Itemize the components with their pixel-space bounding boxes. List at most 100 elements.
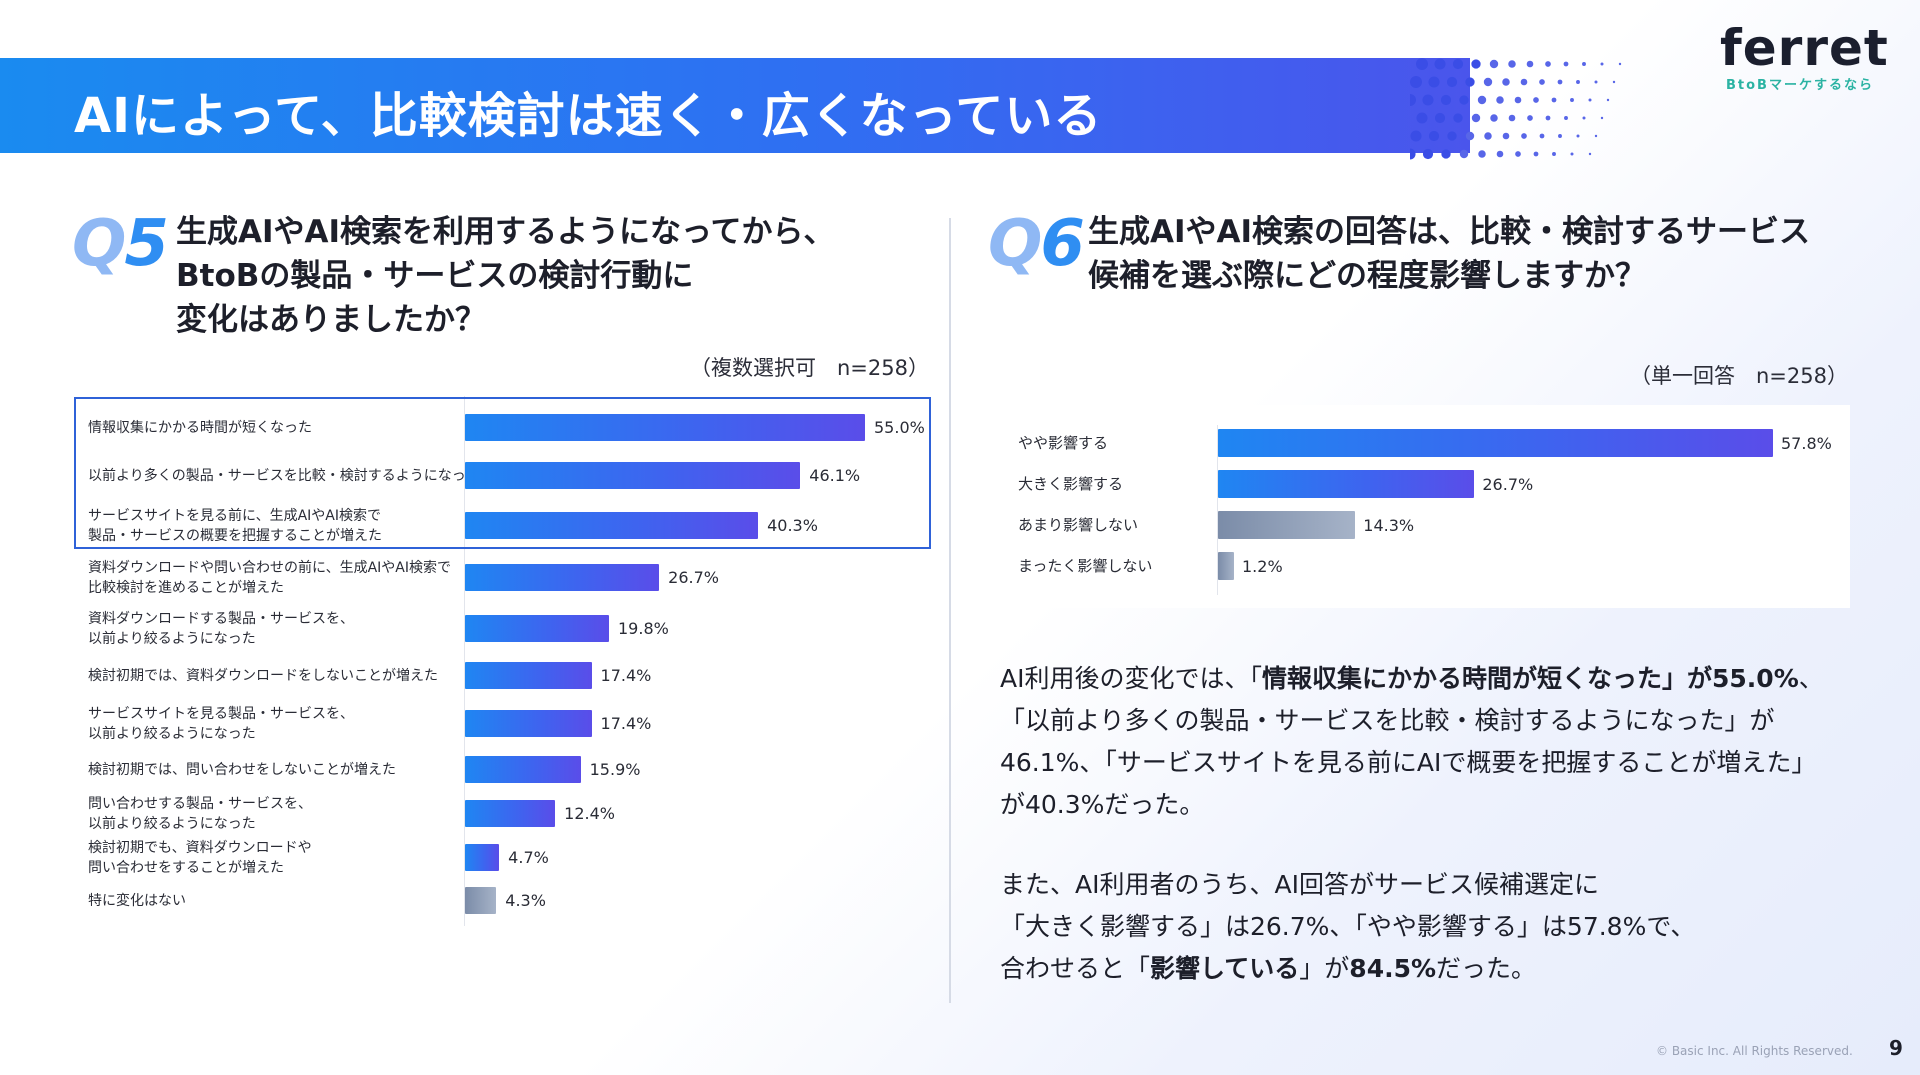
pattern-dot bbox=[1600, 116, 1604, 120]
logo-wordmark: ferret bbox=[1720, 19, 1889, 77]
q6-category-label: やや影響する bbox=[1018, 434, 1109, 452]
q5-category-label: サービスサイトを見る製品・サービスを、 以前より絞るようになった bbox=[88, 704, 354, 744]
pattern-dot bbox=[1465, 131, 1475, 141]
pattern-dot bbox=[1551, 97, 1557, 103]
pattern-dot bbox=[1459, 95, 1469, 105]
pattern-dot bbox=[1594, 134, 1598, 138]
q5-category-label: 検討初期では、問い合わせをしないことが増えた bbox=[88, 760, 396, 780]
pattern-dot bbox=[1606, 98, 1610, 102]
q5-category-label-line: 以前より多くの製品・サービスを比較・検討するようになった bbox=[88, 467, 480, 484]
summary-emphasis: 影響している bbox=[1150, 954, 1300, 983]
q5-chart-axis bbox=[464, 396, 465, 926]
summary-text-span: だった。 bbox=[1436, 954, 1537, 983]
summary-line: AI利用後の変化では、「情報収集にかかる時間が短くなった」が55.0%、 bbox=[1000, 658, 1880, 700]
q5-value-label: 55.0% bbox=[874, 418, 925, 437]
pattern-dot bbox=[1570, 98, 1574, 102]
pattern-dot bbox=[1410, 130, 1422, 142]
pattern-dot bbox=[1452, 58, 1464, 70]
pattern-dot bbox=[1582, 116, 1586, 120]
q5-bar bbox=[465, 756, 581, 783]
pattern-dot bbox=[1508, 114, 1516, 122]
q5-value-label: 46.1% bbox=[809, 466, 861, 485]
logo-tagline: BtoBマーケするなら bbox=[1726, 78, 1874, 93]
pattern-dot bbox=[1446, 76, 1458, 88]
pattern-dot bbox=[1545, 115, 1551, 121]
pattern-dot bbox=[1539, 79, 1545, 85]
pattern-dot bbox=[1539, 133, 1545, 139]
q5-category-label: サービスサイトを見る前に、生成AIやAI検索で 製品・サービスの概要を把握すること… bbox=[88, 506, 382, 546]
q6-category-label: 大きく影響する bbox=[1018, 475, 1124, 493]
q5-question-line: 生成AIやAI検索を利用するようになってから、 bbox=[176, 214, 835, 250]
summary-paragraph-1: AI利用後の変化では、「情報収集にかかる時間が短くなった」が55.0%、 「以前… bbox=[1000, 658, 1880, 826]
pattern-dot bbox=[1422, 94, 1434, 106]
q5-bar bbox=[465, 414, 865, 441]
q5-value-label: 15.9% bbox=[589, 760, 641, 779]
dot-pattern-decoration bbox=[1410, 58, 1622, 160]
q5-category-label: 検討初期でも、資料ダウンロードや 問い合わせをすることが増えた bbox=[88, 838, 312, 878]
q5-highlight-box bbox=[74, 397, 931, 549]
q5-category-label-line: 比較検討を進めることが増えた bbox=[88, 579, 284, 596]
pattern-dot bbox=[1459, 149, 1469, 159]
q5-bar-chart: 情報収集にかかる時間が短くなった 55.0% 以前より多くの製品・サービスを比較・検… bbox=[74, 396, 934, 936]
pattern-dot bbox=[1533, 151, 1539, 157]
q5-category-label-line: 特に変化はない bbox=[88, 892, 186, 909]
q6-bar bbox=[1218, 511, 1356, 539]
pattern-dot bbox=[1533, 97, 1539, 103]
q5-bar bbox=[465, 512, 759, 539]
pattern-dot bbox=[1484, 132, 1492, 140]
q5-value-label: 17.4% bbox=[600, 666, 652, 685]
q5-category-label: 検討初期では、資料ダウンロードをしないことが増えた bbox=[88, 666, 438, 686]
pattern-dot bbox=[1453, 113, 1463, 123]
pattern-dot bbox=[1563, 61, 1569, 67]
page-title: AIによって、比較検討は速く・広くなっている bbox=[74, 88, 1103, 144]
q5-bar bbox=[465, 615, 609, 642]
q5-category-label-line: 製品・サービスの概要を把握することが増えた bbox=[88, 527, 382, 544]
q5-value-label: 19.8% bbox=[618, 619, 669, 638]
q6-value-label: 26.7% bbox=[1482, 475, 1534, 494]
pattern-dot bbox=[1471, 59, 1481, 69]
q5-value-label: 4.3% bbox=[505, 891, 546, 910]
q6-question-line: 生成AIやAI検索の回答は、比較・検討するサービス bbox=[1088, 214, 1811, 250]
pattern-dot bbox=[1526, 60, 1534, 68]
q5-question-line: BtoBの製品・サービスの検討行動に bbox=[176, 258, 694, 294]
pattern-dot bbox=[1478, 150, 1486, 158]
q5-category-label-line: 問い合わせする製品・サービスを、 bbox=[88, 795, 312, 812]
pattern-dot bbox=[1515, 151, 1521, 157]
pattern-dot bbox=[1496, 150, 1504, 158]
pattern-dot bbox=[1502, 132, 1510, 140]
pattern-dot bbox=[1570, 152, 1574, 156]
q5-number-prefix: Q bbox=[72, 207, 126, 281]
q6-number-digit: 6 bbox=[1040, 207, 1085, 281]
pattern-dot bbox=[1416, 58, 1428, 70]
q5-category-label-line: サービスサイトを見る製品・サービスを、 bbox=[88, 705, 354, 722]
pattern-dot bbox=[1465, 77, 1475, 87]
q5-bar bbox=[465, 462, 801, 489]
pattern-dot bbox=[1483, 77, 1493, 87]
summary-emphasis: 55.0% bbox=[1712, 664, 1799, 693]
summary-text-span: AI利用後の変化では、「 bbox=[1000, 664, 1262, 693]
pattern-dot bbox=[1527, 115, 1533, 121]
pattern-dot bbox=[1428, 130, 1440, 142]
pattern-dot bbox=[1521, 133, 1527, 139]
ferret-logo: ferret BtoBマーケするなら bbox=[1720, 18, 1895, 98]
pattern-dot bbox=[1612, 80, 1616, 84]
summary-text-span: 」が bbox=[1299, 954, 1350, 983]
q6-category-label: あまり影響しない bbox=[1018, 516, 1139, 534]
pattern-dot bbox=[1520, 78, 1528, 86]
summary-text-span: 、 bbox=[1798, 664, 1824, 693]
q5-number: Q5 bbox=[72, 212, 169, 276]
q5-category-label-line: 以前より絞るようになった bbox=[88, 725, 256, 742]
pattern-dot bbox=[1557, 79, 1563, 85]
pattern-dot bbox=[1545, 61, 1551, 67]
pattern-dot bbox=[1576, 80, 1580, 84]
pattern-dot bbox=[1490, 114, 1498, 122]
summary-emphasis: 84.5% bbox=[1349, 954, 1437, 983]
copyright: © Basic Inc. All Rights Reserved. bbox=[1656, 1044, 1853, 1058]
pattern-dot bbox=[1410, 148, 1416, 160]
pattern-dot bbox=[1576, 134, 1580, 138]
pattern-dot bbox=[1434, 58, 1446, 70]
summary-emphasis: 情報収集にかかる時間が短くなった bbox=[1261, 664, 1662, 693]
summary-emphasis: 」が bbox=[1662, 664, 1713, 693]
q5-category-label-line: 検討初期では、資料ダウンロードをしないことが増えた bbox=[88, 667, 438, 684]
pattern-dot bbox=[1422, 148, 1434, 160]
